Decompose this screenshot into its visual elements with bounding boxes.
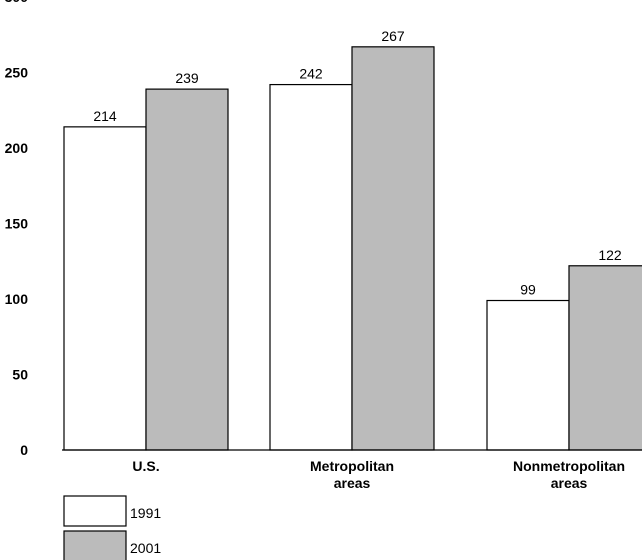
category-label: areas xyxy=(334,475,371,491)
data-label: 242 xyxy=(299,66,323,82)
data-label: 239 xyxy=(175,70,199,86)
data-label: 99 xyxy=(520,282,536,298)
category-label: Metropolitan xyxy=(310,458,394,474)
y-tick-label: 300 xyxy=(5,0,29,5)
y-tick-label: 0 xyxy=(20,442,28,458)
y-tick-label: 150 xyxy=(5,216,29,232)
y-tick-label: 200 xyxy=(5,140,29,156)
bar-2001 xyxy=(568,265,642,451)
y-tick-label: 100 xyxy=(5,291,29,307)
bar-1991 xyxy=(269,83,353,451)
data-label: 267 xyxy=(381,28,405,44)
data-label: 214 xyxy=(93,108,117,124)
y-tick-label: 50 xyxy=(12,367,28,383)
category-label: U.S. xyxy=(132,458,159,474)
legend-swatch xyxy=(63,495,127,527)
category-label: areas xyxy=(551,475,588,491)
legend-swatch xyxy=(63,530,127,560)
bar-2001 xyxy=(351,46,435,451)
data-label: 122 xyxy=(598,247,622,263)
y-tick-label: 250 xyxy=(5,65,29,81)
legend-label: 2001 xyxy=(130,540,161,556)
bar-1991 xyxy=(486,299,570,451)
legend-label: 1991 xyxy=(130,505,161,521)
bar-1991 xyxy=(63,126,147,451)
category-label: Nonmetropolitan xyxy=(513,458,625,474)
bar-2001 xyxy=(145,88,229,451)
